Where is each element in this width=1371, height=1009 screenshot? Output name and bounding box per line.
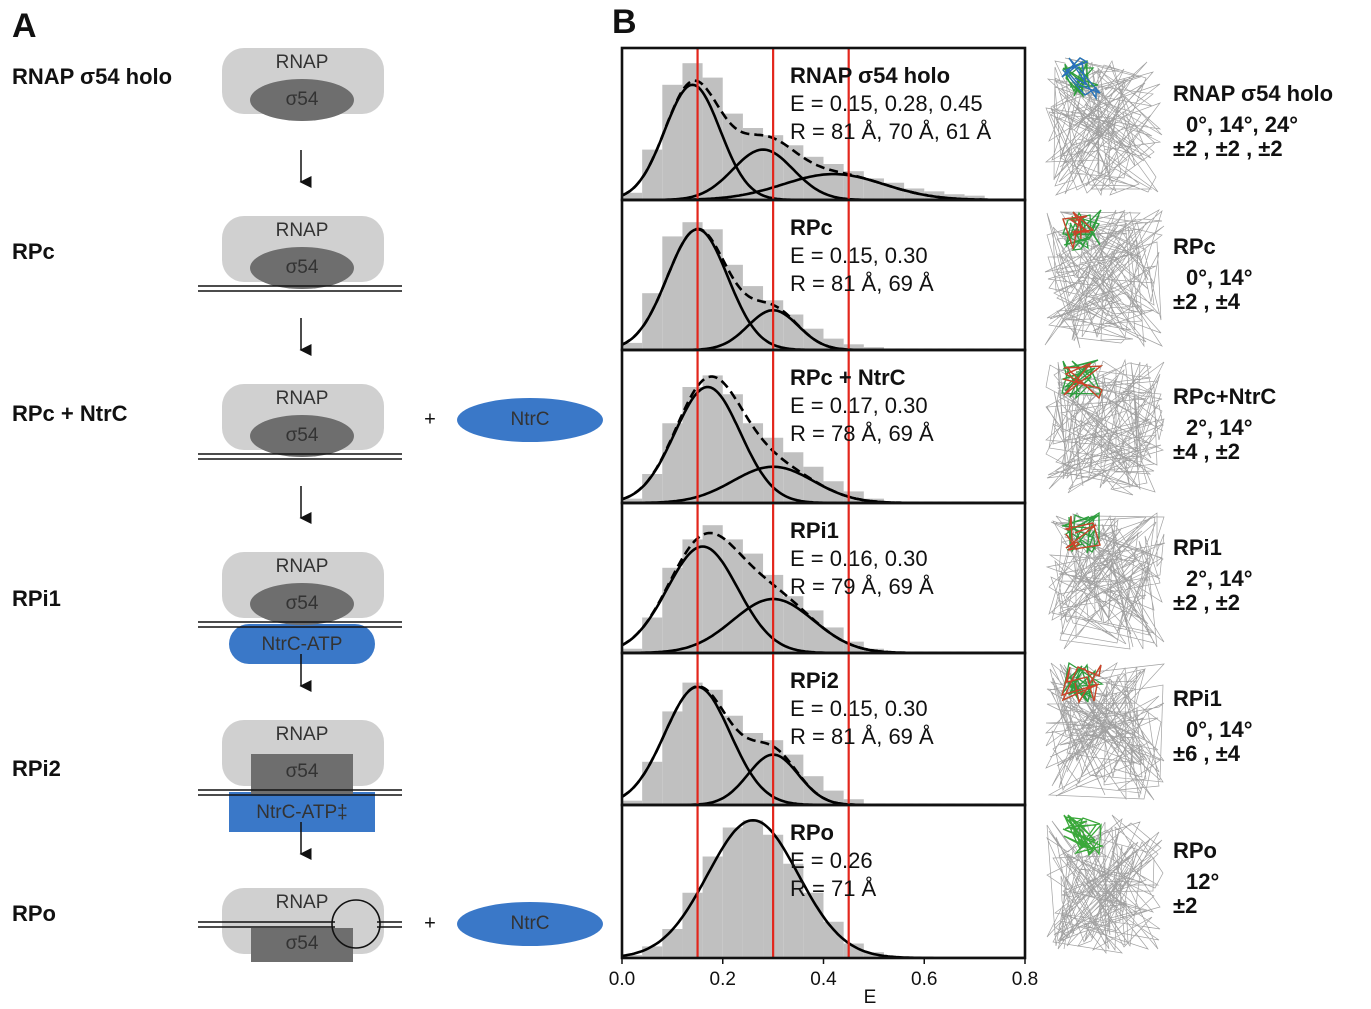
rnap-label: RNAP xyxy=(276,892,329,913)
annotation: E = 0.15, 0.30 xyxy=(790,243,928,268)
bar xyxy=(743,820,763,958)
angle-errors: ±4 , ±2 xyxy=(1173,439,1240,464)
bar xyxy=(642,474,662,503)
angle-errors: ±2 , ±4 xyxy=(1173,289,1241,314)
x-axis-label: E xyxy=(864,987,877,1008)
sigma-label: σ54 xyxy=(286,593,319,614)
structure xyxy=(1046,663,1164,800)
angles: 2°, 14° xyxy=(1186,566,1253,591)
bar xyxy=(723,828,743,959)
angles: 0°, 14°, 24° xyxy=(1186,112,1298,137)
row-label: RNAP σ54 holo xyxy=(12,64,172,89)
plus: + xyxy=(424,408,436,430)
bar xyxy=(662,85,682,200)
bar xyxy=(642,762,662,805)
structure-label: RPi1 xyxy=(1173,535,1222,560)
domain-highlight xyxy=(1063,815,1102,855)
bar xyxy=(803,610,823,653)
annotation: R = 78 Å, 69 Å xyxy=(790,421,934,446)
angles: 2°, 14° xyxy=(1186,415,1253,440)
annotation: E = 0.26 xyxy=(790,848,873,873)
panel-title: RPc xyxy=(790,215,833,240)
bar xyxy=(703,229,723,350)
panel-title: RPo xyxy=(790,820,834,845)
bar xyxy=(682,387,702,503)
row-label: RPi2 xyxy=(12,756,61,781)
bar xyxy=(642,946,662,958)
annotation: R = 79 Å, 69 Å xyxy=(790,574,934,599)
x-tick-label: 0.8 xyxy=(1012,969,1038,990)
figure: A B RNAP σ54 holo RNAP σ54 RPc RNAP σ54 RPc + … xyxy=(0,0,1371,1009)
angles: 0°, 14° xyxy=(1186,265,1253,290)
structure-label: RPi1 xyxy=(1173,686,1222,711)
plus: + xyxy=(424,912,436,934)
annotation: R = 71 Å xyxy=(790,876,877,901)
structure xyxy=(1047,513,1165,649)
row-label: RPo xyxy=(12,901,56,926)
bar xyxy=(682,222,702,350)
x-tick-label: 0.2 xyxy=(710,969,736,990)
bar xyxy=(703,525,723,653)
annotation: R = 81 Å, 69 Å xyxy=(790,271,934,296)
angle-errors: ±2 xyxy=(1173,893,1197,918)
x-tick-label: 0.0 xyxy=(609,969,635,990)
angle-errors: ±6 , ±4 xyxy=(1173,741,1241,766)
structure xyxy=(1045,210,1164,348)
bar xyxy=(662,711,682,805)
panel-title: RPi2 xyxy=(790,668,839,693)
x-tick-label: 0.4 xyxy=(810,969,837,990)
panel-label: B xyxy=(612,3,637,41)
annotation: E = 0.15, 0.30 xyxy=(790,696,928,721)
sigma-label: σ54 xyxy=(286,257,319,278)
x-tick-label: 0.6 xyxy=(911,969,937,990)
structure xyxy=(1046,58,1162,195)
annotation: E = 0.16, 0.30 xyxy=(790,546,928,571)
bar xyxy=(723,394,743,503)
activator-label: NtrC-ATP xyxy=(262,634,343,655)
panel-title: RPi1 xyxy=(790,518,839,543)
panel-label: A xyxy=(12,7,37,45)
structure-label: RPc xyxy=(1173,234,1216,259)
structure-label: RPc+NtrC xyxy=(1173,384,1276,409)
bar xyxy=(743,423,763,503)
bar xyxy=(682,683,702,805)
bar xyxy=(783,145,803,200)
bar xyxy=(723,539,743,653)
row-label: RPc xyxy=(12,239,55,264)
annotation: R = 81 Å, 70 Å, 61 Å xyxy=(790,119,992,144)
sigma-label: σ54 xyxy=(286,425,319,446)
annotation: R = 81 Å, 69 Å xyxy=(790,724,934,749)
sigma-label: σ54 xyxy=(286,761,319,782)
annotation: E = 0.17, 0.30 xyxy=(790,393,928,418)
annotation: E = 0.15, 0.28, 0.45 xyxy=(790,91,983,116)
rnap-label: RNAP xyxy=(276,556,329,577)
rnap-label: RNAP xyxy=(276,388,329,409)
rnap-label: RNAP xyxy=(276,52,329,73)
structure xyxy=(1046,360,1164,495)
activator-label: NtrC xyxy=(510,409,549,430)
activator-label: NtrC-ATP‡ xyxy=(256,802,347,823)
bar xyxy=(824,922,844,958)
angles: 12° xyxy=(1186,869,1219,894)
angle-errors: ±2 , ±2 xyxy=(1173,590,1240,615)
activator-label: NtrC xyxy=(510,913,549,934)
rnap-label: RNAP xyxy=(276,220,329,241)
rnap-label: RNAP xyxy=(276,724,329,745)
panel-title: RPc + NtrC xyxy=(790,365,906,390)
bar xyxy=(662,236,682,350)
bar xyxy=(662,929,682,958)
sigma-label: σ54 xyxy=(286,933,319,954)
angle-errors: ±2 , ±2 , ±2 xyxy=(1173,136,1283,161)
row-label: RPc + NtrC xyxy=(12,401,128,426)
structure-label: RNAP σ54 holo xyxy=(1173,81,1333,106)
sigma-label: σ54 xyxy=(286,89,319,110)
angles: 0°, 14° xyxy=(1186,717,1253,742)
bar xyxy=(703,857,723,959)
panel-title: RNAP σ54 holo xyxy=(790,63,950,88)
structure-label: RPo xyxy=(1173,838,1217,863)
row-label: RPi1 xyxy=(12,586,61,611)
